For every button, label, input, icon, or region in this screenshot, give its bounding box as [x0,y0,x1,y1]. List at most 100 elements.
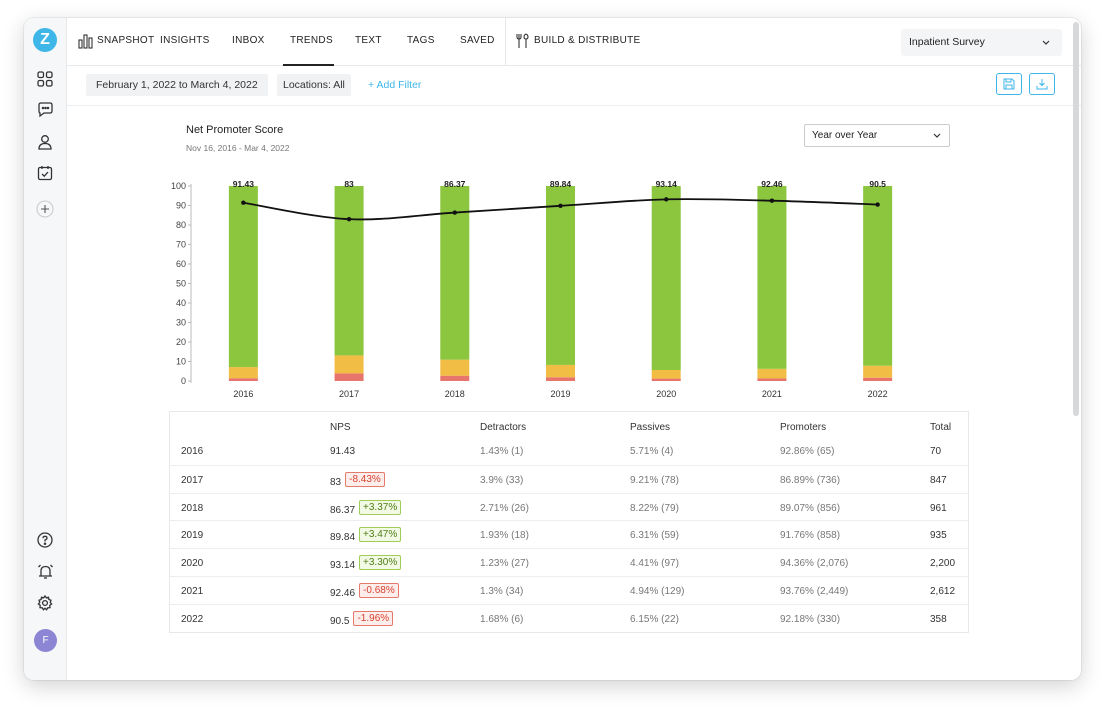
survey-select-value: Inpatient Survey [909,36,985,48]
passives-cell: 4.94% (129) [630,586,685,597]
view-select[interactable]: Year over Year [804,124,950,147]
x-tick-label: 2020 [656,389,676,399]
tab-inbox[interactable]: INBOX [232,35,265,46]
passives-cell: 8.22% (79) [630,502,679,514]
passives-bar [228,367,258,379]
detractors-bar [228,378,258,381]
nps-value: 89.84 [330,532,356,544]
logo[interactable]: Z [33,28,57,52]
y-tick-label: 70 [176,240,186,250]
filter-bar: February 1, 2022 to March 4, 2022 Locati… [67,66,1081,106]
nps-value: 92.46 [330,588,356,599]
tab-build-distribute[interactable]: BUILD & DISTRIBUTE [534,35,641,46]
nps-cell: 90.5 -1.96% [330,610,394,629]
chat-icon[interactable] [35,100,55,120]
nps-table: NPS Detractors Passives Promoters Total … [169,411,969,633]
chart-title: Net Promoter Score [186,124,284,136]
total-cell: 961 [930,502,947,514]
survey-select[interactable]: Inpatient Survey [901,29,1062,56]
promoters-cell: 89.07% (856) [780,502,841,514]
add-filter-button[interactable]: + Add Filter [368,79,422,91]
tab-trends[interactable]: TRENDS [283,18,334,66]
column-header-passives: Passives [630,422,671,433]
nps-cell: 83 -8.43% [330,471,385,490]
change-badge: +3.37% [359,499,402,515]
tab-snapshot[interactable]: SNAPSHOT [97,35,155,46]
app-window: Z F SNAPSHOT INSIGHTS INBOX [24,18,1081,680]
promoters-bar [757,186,787,369]
add-icon[interactable] [35,199,55,219]
nps-point [241,200,246,205]
promoters-bar [863,185,893,366]
y-tick-label: 100 [171,181,186,191]
promoters-bar [440,186,470,360]
nav-divider [505,18,506,66]
sidebar: Z F [24,18,67,680]
nps-value: 86.37 [330,504,356,516]
passives-cell: 9.21% (78) [630,474,679,486]
avatar[interactable]: F [34,629,57,652]
data-label: 86.37 [444,179,466,189]
nps-value: 83 [330,476,342,488]
table-row: 2017 83 -8.43% 3.9% (33) 9.21% (78) 86.89% (7… [170,464,968,493]
download-icon [1036,79,1048,90]
data-label: 83 [344,179,354,189]
nps-point [664,197,669,202]
date-range-filter[interactable]: February 1, 2022 to March 4, 2022 [86,74,268,96]
data-label: 89.84 [550,179,572,189]
user-icon[interactable] [35,132,55,152]
passives-bar [757,368,787,379]
column-header-total: Total [930,422,952,433]
download-button[interactable] [1029,73,1055,95]
nps-cell: 91.43 [330,446,355,457]
passives-cell: 6.31% (59) [630,530,679,542]
promoters-bar [334,186,364,356]
detractors-bar [334,373,364,381]
promoters-cell: 92.86% (65) [780,446,835,457]
year-cell: 2021 [181,586,204,597]
tab-insights[interactable]: INSIGHTS [160,35,210,46]
column-header-promoters: Promoters [780,422,827,433]
data-label: 91.43 [233,179,255,189]
tab-text[interactable]: TEXT [355,35,382,46]
detractors-cell: 1.23% (27) [480,558,529,570]
year-cell: 2018 [181,502,204,514]
total-cell: 70 [930,446,942,457]
x-tick-label: 2022 [868,389,888,399]
scrollbar[interactable] [1073,22,1079,416]
locations-filter[interactable]: Locations: All [277,74,351,96]
detractors-cell: 1.93% (18) [480,530,529,542]
nps-chart: 0 10 20 30 40 50 60 70 80 90 100 2016 91.43 2017 83 201… [171,179,893,399]
y-tick-label: 30 [176,318,186,328]
total-cell: 847 [930,474,947,486]
promoters-bar [651,186,681,371]
tools-icon [516,33,529,48]
column-header-nps: NPS [330,422,351,433]
y-tick-label: 40 [176,298,186,308]
y-tick-label: 50 [176,279,186,289]
nps-cell: 89.84 +3.47% [330,527,402,545]
calendar-check-icon[interactable] [35,163,55,183]
y-tick-label: 60 [176,259,186,269]
promoters-bar [546,186,575,365]
detractors-bar [440,375,470,381]
total-cell: 358 [930,613,947,625]
detractors-bar [651,378,681,381]
tab-saved[interactable]: SAVED [460,35,495,46]
save-button[interactable] [996,73,1022,95]
promoters-cell: 94.36% (2,076) [780,558,849,570]
detractors-cell: 1.68% (6) [480,613,524,625]
change-badge: +3.47% [359,527,402,543]
tab-tags[interactable]: TAGS [407,35,435,46]
settings-icon[interactable] [35,593,55,613]
detractors-cell: 3.9% (33) [480,474,524,486]
dashboard-icon[interactable] [35,69,55,89]
table-row: 2016 91.43 1.43% (1) 5.71% (4) 92.86% (65) 70 [170,437,968,465]
top-nav: SNAPSHOT INSIGHTS INBOX TRENDS TEXT TAGS… [67,18,1081,66]
x-tick-label: 2019 [550,389,570,399]
year-cell: 2017 [181,474,204,486]
alarm-icon[interactable] [35,561,55,581]
x-tick-label: 2017 [339,389,359,399]
chevron-down-icon [1042,29,1050,56]
help-icon[interactable] [35,530,55,550]
